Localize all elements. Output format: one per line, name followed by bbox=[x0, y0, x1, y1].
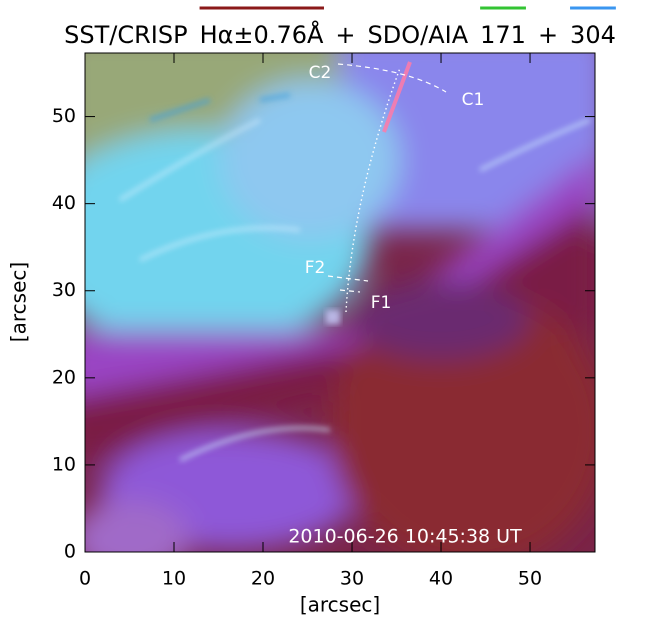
annotation: F1 bbox=[371, 293, 392, 313]
title: SST/CRISP Hα±0.76Å + SDO/AIA 171 +304 bbox=[64, 20, 616, 49]
title-part: 171 bbox=[480, 21, 526, 49]
title-part: Hα±0.76Å bbox=[200, 20, 324, 49]
plot-frame bbox=[84, 52, 596, 553]
y-tick-label: 30 bbox=[52, 279, 76, 301]
y-tick-label: 20 bbox=[52, 366, 76, 388]
x-tick-label: 0 bbox=[79, 568, 91, 590]
annotation: C1 bbox=[462, 90, 485, 110]
y-tick-label: 10 bbox=[52, 453, 76, 475]
title-part: SDO/AIA bbox=[368, 21, 469, 49]
y-tick-label: 0 bbox=[64, 541, 76, 563]
x-tick-label: 20 bbox=[251, 568, 275, 590]
y-tick-label: 40 bbox=[52, 192, 76, 214]
y-tick-label: 50 bbox=[52, 105, 76, 127]
title-part: + bbox=[538, 21, 558, 49]
x-tick-label: 30 bbox=[340, 568, 364, 590]
x-axis-label: [arcsec] bbox=[300, 593, 380, 617]
solar-image bbox=[85, 53, 595, 552]
timestamp: 2010-06-26 10:45:38 UT bbox=[288, 526, 522, 548]
x-tick-label: 10 bbox=[162, 568, 186, 590]
title-part: + bbox=[335, 21, 355, 49]
title-part: 304 bbox=[570, 21, 616, 49]
x-tick-label: 40 bbox=[429, 568, 453, 590]
annotation: F2 bbox=[305, 258, 326, 278]
annotation: C2 bbox=[309, 63, 332, 83]
title-part: SST/CRISP bbox=[64, 21, 187, 49]
y-axis-label: [arcsec] bbox=[7, 262, 31, 342]
x-tick-label: 50 bbox=[518, 568, 542, 590]
